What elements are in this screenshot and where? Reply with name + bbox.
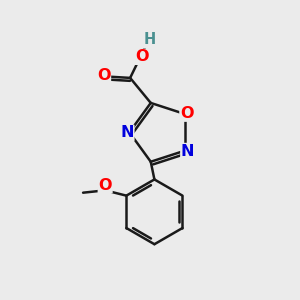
Text: O: O (97, 68, 110, 83)
Text: O: O (98, 178, 112, 193)
Text: H: H (143, 32, 155, 47)
Text: O: O (180, 106, 194, 121)
Text: N: N (120, 125, 134, 140)
Text: O: O (135, 49, 149, 64)
Text: N: N (181, 144, 194, 159)
